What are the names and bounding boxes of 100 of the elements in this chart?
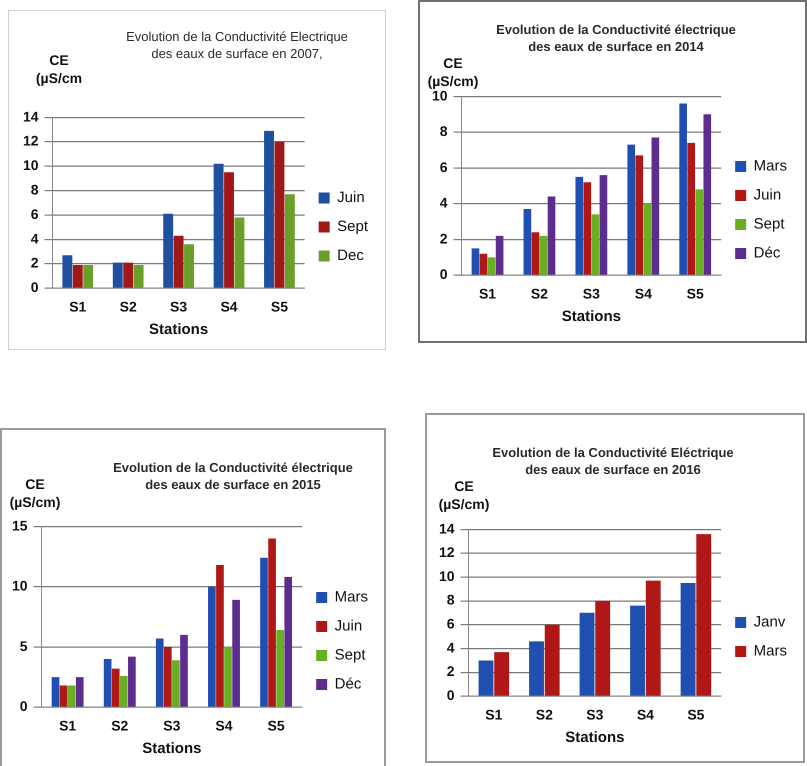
bar: [62, 255, 72, 288]
y-tick-label: 12: [438, 544, 455, 560]
bar: [83, 265, 94, 288]
y-tick-label: 12: [22, 132, 39, 149]
bar: [224, 646, 232, 707]
y-tick-label: 0: [446, 687, 455, 704]
bar: [134, 265, 144, 288]
bar: [643, 204, 652, 275]
chart-title: Evolution de la Conductivité Electrique des eaux de surface en 2007,: [125, 29, 349, 63]
bar: [163, 214, 174, 288]
x-axis-title: Stations: [562, 308, 621, 326]
bar: [652, 138, 660, 275]
x-tick-label: S5: [687, 706, 705, 722]
bar: [592, 214, 600, 275]
bar: [123, 262, 134, 288]
legend-label: Sept: [337, 218, 369, 236]
bar: [696, 534, 712, 696]
bar: [480, 254, 488, 275]
bar: [72, 265, 83, 288]
x-axis-title: Stations: [142, 740, 202, 758]
x-axis-title: Stations: [565, 729, 624, 746]
chart-title: Evolution de la Conductivité Eléctrique des eaux de surface en 2016: [491, 445, 735, 479]
legend-label: Janv: [754, 614, 786, 631]
bar: [595, 600, 610, 696]
bar: [544, 624, 560, 696]
bar: [112, 668, 120, 707]
bar: [687, 142, 696, 275]
y-tick-label: 4: [440, 194, 448, 211]
bar: [104, 658, 112, 707]
bar: [679, 104, 687, 275]
y-tick-label: 4: [30, 230, 39, 246]
y-tick-label: 6: [446, 616, 455, 632]
bar: [575, 176, 584, 275]
bar: [172, 660, 180, 707]
bar: [478, 660, 494, 696]
legend-label: Sept: [754, 216, 786, 233]
bar: [224, 172, 234, 288]
x-tick-label: S3: [586, 706, 604, 722]
bar: [214, 164, 224, 288]
y-tick-label: 6: [30, 206, 39, 222]
bar: [60, 686, 68, 707]
bar: [680, 583, 696, 696]
x-tick-label: S2: [530, 285, 548, 302]
y-tick-label: 14: [438, 520, 455, 536]
bar: [635, 155, 644, 275]
legend-label: Juin: [337, 189, 365, 206]
legend-label: Mars: [754, 158, 788, 175]
bar: [703, 114, 712, 275]
x-tick-label: S4: [215, 717, 233, 734]
bar: [284, 194, 295, 288]
bar: [496, 236, 504, 275]
bar: [156, 638, 164, 707]
bar: [174, 236, 184, 288]
bar: [52, 677, 60, 707]
y-tick-label: 8: [30, 181, 39, 198]
bar: [524, 209, 532, 275]
x-tick-label: S2: [111, 717, 129, 734]
bar: [548, 196, 556, 275]
y-tick-label: 14: [22, 108, 39, 124]
bar: [232, 600, 240, 707]
x-axis-title: Stations: [149, 321, 208, 338]
x-tick-label: S3: [582, 285, 600, 302]
x-tick-label: S2: [536, 706, 554, 722]
y-tick-label: 10: [438, 568, 455, 584]
x-tick-label: S3: [163, 717, 181, 734]
legend-label: Juin: [334, 618, 362, 635]
bar: [580, 612, 594, 696]
bar: [276, 630, 284, 707]
y-tick-label: 10: [22, 157, 39, 174]
y-tick-label: 6: [440, 158, 448, 175]
bar: [274, 142, 284, 288]
legend-label: Dec: [337, 247, 364, 264]
bar: [120, 676, 128, 707]
y-tick-label: 2: [440, 230, 448, 246]
legend-label: Déc: [334, 676, 362, 693]
bar: [600, 175, 608, 275]
bar: [112, 262, 123, 288]
y-axis-title: CE (µS/cm: [34, 51, 84, 88]
chart-title: Evolution de la Conductivité électrique des eaux de surface en 2015: [112, 460, 354, 494]
bar: [494, 652, 510, 696]
bar: [268, 538, 276, 707]
y-axis-title: CE (µS/cm): [8, 475, 62, 512]
y-tick-label: 0: [20, 698, 28, 714]
x-tick-label: S4: [634, 285, 652, 302]
bar: [540, 236, 548, 275]
bar: [260, 558, 268, 707]
bar: [208, 586, 216, 707]
y-tick-label: 0: [30, 279, 39, 296]
legend-label: Mars: [754, 642, 788, 660]
x-tick-label: S5: [270, 298, 288, 314]
y-tick-label: 8: [440, 123, 448, 140]
legend-label: Déc: [754, 244, 781, 262]
y-tick-label: 15: [12, 517, 28, 534]
x-tick-label: S4: [636, 706, 654, 722]
bar: [695, 189, 704, 275]
bar: [284, 577, 292, 707]
bar: [529, 641, 544, 696]
y-tick-label: 10: [12, 578, 28, 594]
x-tick-label: S3: [170, 298, 188, 314]
bar: [532, 232, 540, 275]
